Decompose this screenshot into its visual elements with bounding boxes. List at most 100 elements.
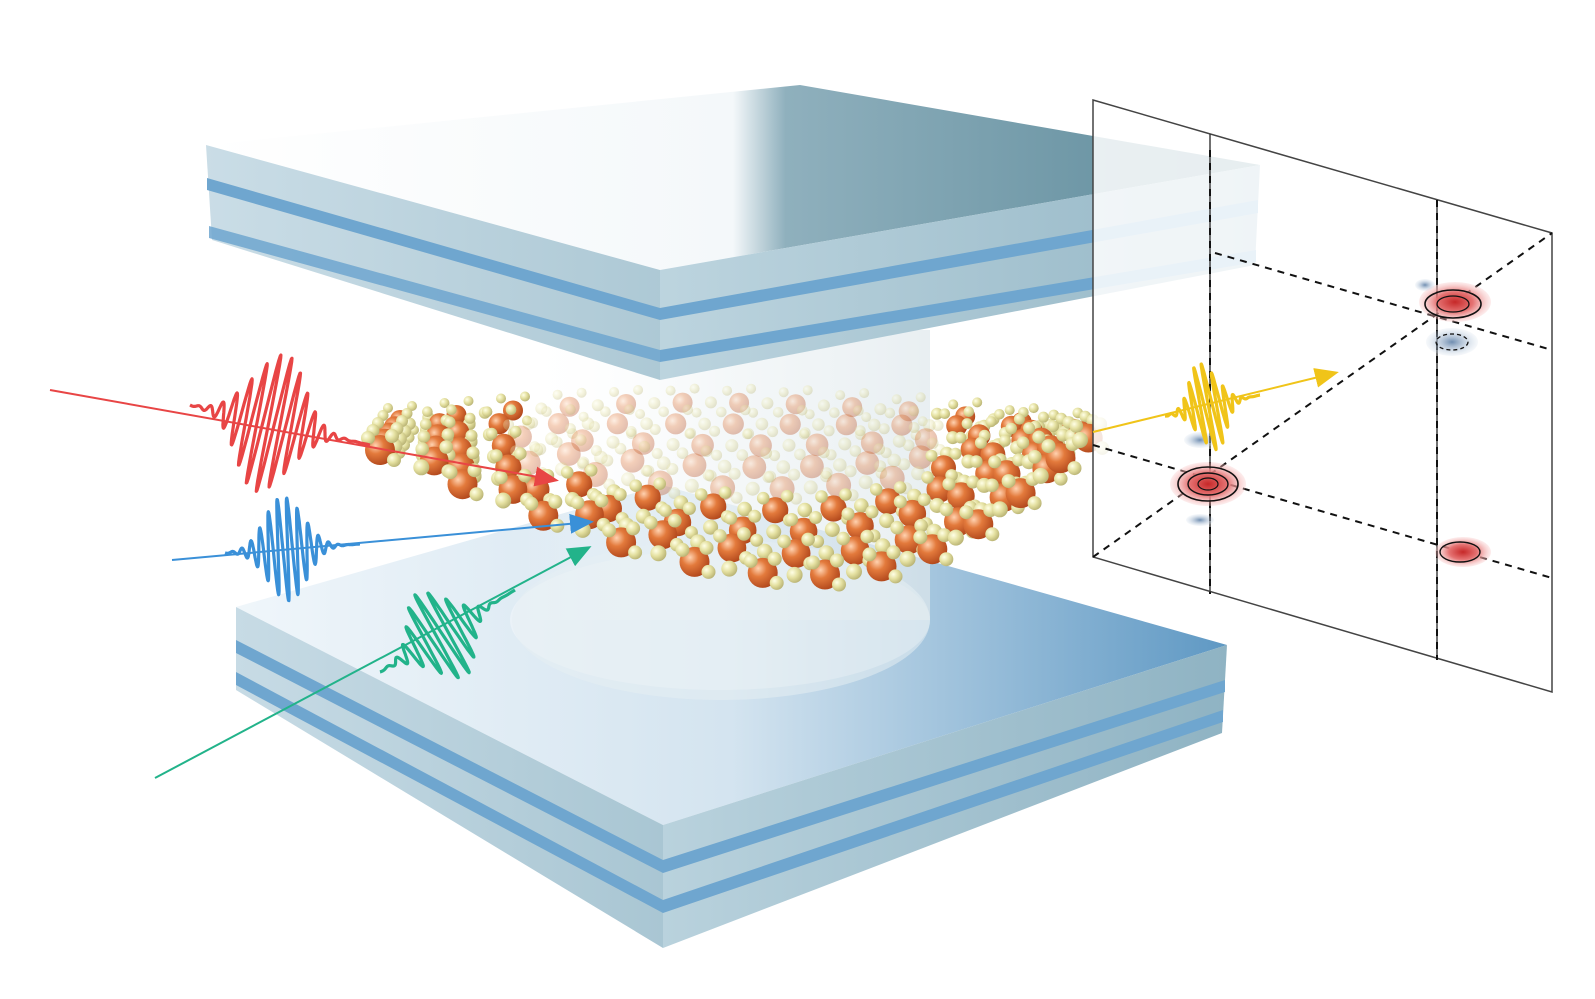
ligand-atom bbox=[415, 442, 430, 456]
ligand-atom bbox=[890, 520, 904, 535]
ligand-atom bbox=[628, 545, 643, 560]
ligand-atom bbox=[761, 397, 774, 410]
ligand-atom bbox=[407, 401, 417, 411]
ligand-atom bbox=[917, 493, 931, 507]
metal-atom bbox=[891, 414, 913, 436]
ligand-atom bbox=[823, 425, 835, 437]
ligand-atom bbox=[534, 443, 547, 456]
ligand-atom bbox=[666, 438, 680, 451]
negative-peak-lower bbox=[1184, 279, 1435, 526]
ligand-atom bbox=[485, 427, 498, 440]
ligand-atom bbox=[737, 527, 751, 541]
ligand-atom bbox=[694, 488, 708, 501]
ligand-atom bbox=[614, 442, 627, 455]
ligand-atom bbox=[796, 405, 808, 416]
ligand-atom bbox=[494, 470, 508, 485]
metal-atom bbox=[606, 413, 629, 435]
metal-atom bbox=[800, 454, 824, 479]
ligand-atom bbox=[899, 550, 916, 567]
ligand-atom bbox=[711, 449, 723, 461]
ligand-atom bbox=[422, 406, 433, 418]
ligand-atom bbox=[651, 448, 663, 459]
signal-pulse bbox=[1163, 362, 1262, 452]
ligand-atom bbox=[846, 563, 862, 580]
ligand-atom bbox=[858, 475, 873, 490]
metal-atom bbox=[946, 415, 968, 437]
ligand-atom bbox=[844, 465, 857, 478]
bottom-mirror-right-stripe-2 bbox=[663, 710, 1223, 913]
ligand-atom bbox=[446, 404, 457, 416]
ligand-atom bbox=[948, 399, 959, 410]
ligand-atom bbox=[818, 446, 830, 459]
ligand-atom bbox=[835, 390, 846, 401]
ligand-atom bbox=[650, 545, 667, 562]
ligand-atom bbox=[1001, 474, 1016, 489]
ligand-atom bbox=[998, 434, 1011, 447]
ligand-atom bbox=[503, 419, 515, 431]
ligand-atom bbox=[361, 431, 375, 445]
ligand-atom bbox=[635, 409, 646, 419]
ligand-atom bbox=[640, 417, 653, 431]
ligand-atom bbox=[884, 407, 896, 419]
ligand-atom bbox=[947, 529, 964, 546]
ligand-atom bbox=[665, 385, 676, 396]
ligand-atom bbox=[564, 423, 576, 435]
ligand-atom bbox=[748, 407, 759, 418]
ligand-atom bbox=[913, 530, 928, 545]
ligand-atom bbox=[824, 522, 840, 537]
ligand-atom bbox=[443, 465, 458, 480]
ligand-atom bbox=[463, 396, 474, 406]
ligand-atom bbox=[802, 385, 813, 396]
metal-atom bbox=[547, 413, 570, 435]
ligand-atom bbox=[865, 505, 879, 519]
ligand-atom bbox=[684, 478, 699, 493]
ligand-atom bbox=[776, 460, 791, 474]
ligand-atom bbox=[466, 446, 480, 460]
ligand-atom bbox=[799, 427, 811, 439]
ligand-atom bbox=[668, 487, 681, 499]
ligand-atom bbox=[942, 477, 956, 491]
bottom-mirror-left-stripe-2 bbox=[236, 672, 663, 913]
ligand-atom bbox=[841, 507, 855, 521]
ligand-atom bbox=[908, 422, 920, 433]
ligand-atom bbox=[974, 436, 987, 449]
ligand-atom bbox=[644, 515, 658, 530]
ligand-atom bbox=[1028, 403, 1039, 414]
ligand-atom bbox=[839, 488, 852, 501]
ligand-atom bbox=[383, 403, 393, 413]
ligand-atom bbox=[755, 417, 769, 431]
ligand-atom bbox=[575, 434, 587, 446]
ligand-atom bbox=[888, 569, 903, 584]
ligand-atom bbox=[970, 455, 983, 468]
ligand-atom bbox=[746, 383, 757, 394]
ligand-atom bbox=[756, 491, 770, 505]
ligand-atom bbox=[914, 518, 928, 533]
ligand-atom bbox=[954, 431, 967, 444]
ligand-atom bbox=[728, 467, 741, 480]
ligand-atom bbox=[703, 519, 719, 535]
ligand-atom bbox=[1028, 450, 1042, 464]
ligand-atom bbox=[860, 529, 874, 544]
ligand-atom bbox=[1013, 413, 1025, 425]
ligand-atom bbox=[658, 406, 669, 418]
ligand-atom bbox=[439, 440, 454, 454]
ligand-atom bbox=[736, 449, 749, 461]
green-pulse bbox=[378, 588, 517, 680]
ligand-atom bbox=[658, 504, 672, 517]
ligand-atom bbox=[991, 501, 1008, 518]
ligand-atom bbox=[527, 417, 539, 429]
ligand-atom bbox=[730, 491, 743, 504]
ligand-atom bbox=[548, 494, 563, 509]
ligand-atom bbox=[577, 456, 590, 469]
ligand-atom bbox=[520, 391, 530, 402]
ligand-atom bbox=[700, 445, 713, 458]
ligand-atom bbox=[966, 475, 980, 489]
metal-atom bbox=[556, 442, 581, 466]
spectrum-frame bbox=[1092, 99, 1553, 694]
pulse-packets bbox=[188, 353, 1262, 680]
ligand-atom bbox=[574, 521, 591, 538]
ligand-atom bbox=[830, 553, 844, 568]
ligand-atom bbox=[633, 385, 644, 395]
ligand-atom bbox=[552, 389, 563, 400]
